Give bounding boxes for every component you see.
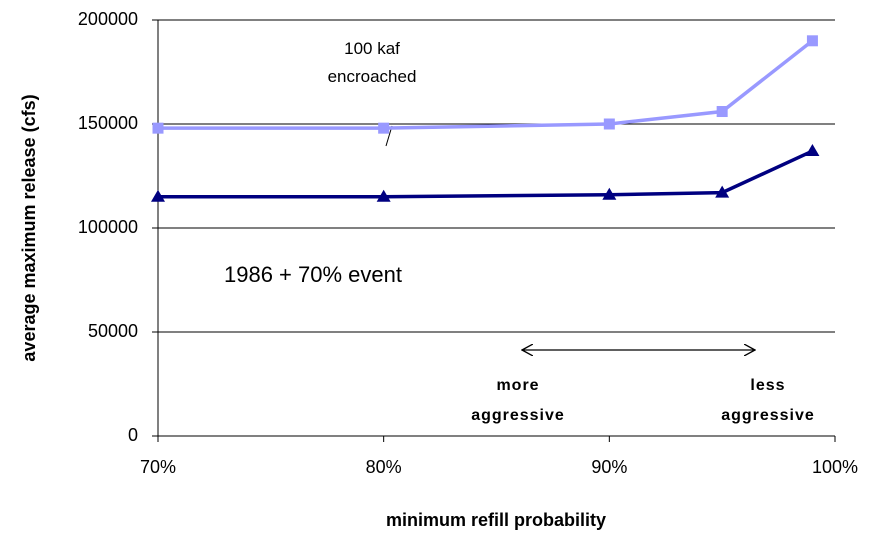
y-tick-label: 100000 [78,217,138,237]
marker [151,189,165,202]
annotation: 1986 + 70% event [224,262,402,287]
marker [152,122,164,134]
marker [602,187,617,200]
series-label: 100 kaf encroached [328,39,417,86]
annotation: more [496,377,539,394]
annotation: less [750,377,785,394]
x-tick-label: 100% [812,457,858,477]
marker [603,118,615,130]
marker [716,106,728,118]
series-line [158,149,814,199]
x-tick-label: 70% [140,457,176,477]
x-axis-label: minimum refill probability [386,510,606,530]
annotation: aggressive [721,407,815,424]
y-tick-label: 0 [128,425,138,445]
marker [806,35,818,47]
x-tick-label: 80% [366,457,402,477]
y-tick-label: 200000 [78,9,138,29]
marker [715,185,730,198]
y-tick-label: 150000 [78,113,138,133]
series-line [158,39,814,130]
marker [378,122,390,134]
marker [805,144,820,157]
annotation: aggressive [471,407,565,424]
marker [376,189,391,202]
y-tick-label: 50000 [88,321,138,341]
y-axis-label: average maximum release (cfs) [19,94,39,361]
x-tick-label: 90% [591,457,627,477]
